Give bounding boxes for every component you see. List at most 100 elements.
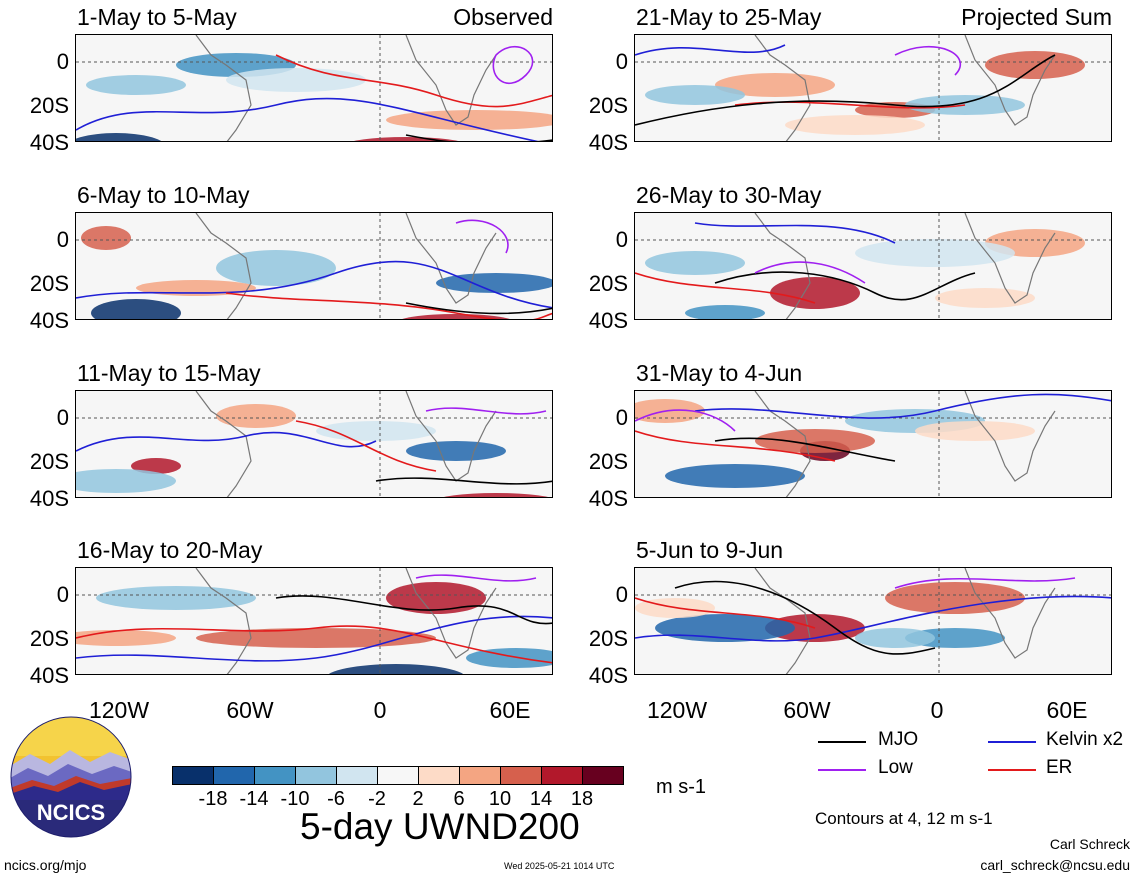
shading-area	[196, 628, 436, 648]
shading-area	[466, 648, 552, 668]
main-title: 5-day UWND200	[300, 806, 580, 847]
y-tick-label: 0	[615, 49, 628, 74]
contour-line	[635, 597, 816, 629]
uwnd-map	[634, 212, 1112, 320]
shading-area	[406, 441, 506, 461]
ncics-logo: NCICS	[10, 716, 132, 838]
map-canvas	[76, 568, 552, 674]
coastline-south-america	[754, 35, 811, 141]
map-panel: 21-May to 25-May Projected Sum	[634, 4, 1112, 142]
uwnd-map	[75, 212, 553, 320]
shading-area	[915, 421, 1035, 441]
colorbar-cell	[418, 766, 460, 785]
shading-area	[985, 51, 1085, 79]
contour-line	[76, 260, 552, 309]
shading-area	[645, 251, 745, 275]
uwnd-map	[75, 390, 553, 498]
shading-area	[354, 137, 458, 141]
footer-timestamp: Wed 2025-05-21 1014 UTC	[504, 861, 615, 871]
colorbar-tick-label: -14	[239, 788, 269, 810]
coastline-africa	[405, 35, 497, 126]
x-tick-label: 0	[373, 697, 387, 723]
shading-area	[755, 429, 875, 453]
legend-label-kelvin: Kelvin x2	[1046, 729, 1124, 750]
logo-text: NCICS	[37, 800, 105, 825]
legend-line-low	[818, 769, 866, 771]
map-panel: 1-May to 5-May Observed	[75, 4, 553, 142]
coastline-africa	[405, 568, 497, 659]
shading-area	[91, 299, 181, 319]
map-panel: 16-May to 20-May	[75, 537, 553, 675]
shading-area	[770, 277, 860, 309]
y-tick-label: 20S	[588, 626, 628, 651]
colorbar-cell	[172, 766, 214, 785]
y-tick-label: 20S	[29, 93, 69, 118]
uwnd-map	[634, 34, 1112, 142]
shading-area	[96, 586, 256, 610]
y-tick-label: 20S	[588, 449, 628, 474]
uwnd-map	[634, 567, 1112, 675]
contour-line	[894, 577, 1076, 589]
y-tick-label: 20S	[29, 449, 69, 474]
y-tick-label: 0	[615, 582, 628, 607]
colorbar-tick-label: -2	[368, 788, 386, 810]
panel-title: 31-May to 4-Jun	[636, 360, 803, 386]
colorbar-cell	[541, 766, 583, 785]
uwnd-map	[75, 34, 553, 142]
footer-author: Carl Schreck	[1049, 836, 1130, 852]
colorbar-cell	[582, 766, 624, 785]
shading-area	[715, 73, 835, 97]
coastline-africa	[964, 35, 1056, 126]
panel-title: 6-May to 10-May	[77, 182, 250, 208]
shading-area	[226, 68, 366, 92]
panel-title: 1-May to 5-May	[77, 4, 237, 30]
shading-area	[76, 469, 176, 493]
footer-email: carl_schreck@ncsu.edu	[980, 857, 1130, 873]
contour-line	[635, 409, 736, 432]
coastline-south-america	[195, 35, 252, 141]
x-tick-label: 120W	[88, 697, 150, 723]
coastline-africa	[964, 213, 1056, 304]
contour-line	[295, 420, 437, 472]
map-panel: 11-May to 15-May	[75, 360, 553, 498]
shading-area	[645, 85, 745, 105]
colorbar-cell	[254, 766, 296, 785]
colorbar-tick-label: 18	[570, 788, 594, 810]
y-tick-label: 20S	[588, 271, 628, 296]
shading-area	[216, 250, 336, 286]
y-tick-label: 40S	[588, 486, 628, 511]
contour-line	[714, 271, 976, 301]
shading-area	[665, 464, 805, 488]
y-tick-label: 20S	[588, 93, 628, 118]
shading-area	[855, 239, 1015, 267]
contour-line	[754, 261, 866, 284]
contour-line	[455, 219, 509, 254]
coastline-africa	[964, 391, 1056, 482]
panel-title: 5-Jun to 9-Jun	[636, 537, 784, 563]
map-canvas	[635, 213, 1111, 319]
y-tick-label: 40S	[29, 130, 69, 155]
coastline-south-america	[754, 213, 811, 319]
colorbar-cell	[500, 766, 542, 785]
map-canvas	[76, 391, 552, 497]
y-tick-label: 40S	[29, 308, 69, 333]
map-canvas	[76, 35, 552, 141]
contour-line	[375, 477, 552, 485]
x-tick-label: 60W	[783, 697, 831, 723]
shading-area	[905, 628, 1005, 648]
map-canvas	[635, 568, 1111, 674]
legend-label-mjo: MJO	[878, 729, 919, 750]
contour-line	[415, 574, 537, 582]
contour-line	[225, 292, 552, 319]
contour-line	[694, 393, 1111, 419]
colorbar-cell	[213, 766, 255, 785]
legend-line-er	[988, 769, 1036, 771]
contour-line	[492, 45, 534, 84]
shading-area	[216, 404, 296, 428]
y-tick-label: 20S	[29, 271, 69, 296]
colorbar-tick-label: 10	[488, 788, 512, 810]
contour-line	[275, 54, 552, 108]
shading-area	[885, 582, 1025, 614]
shading-area	[328, 664, 464, 674]
contour-line	[76, 97, 539, 141]
